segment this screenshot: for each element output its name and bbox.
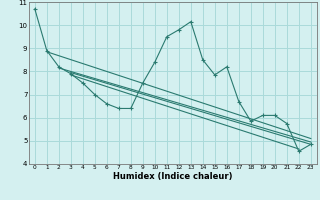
X-axis label: Humidex (Indice chaleur): Humidex (Indice chaleur) [113, 172, 233, 181]
